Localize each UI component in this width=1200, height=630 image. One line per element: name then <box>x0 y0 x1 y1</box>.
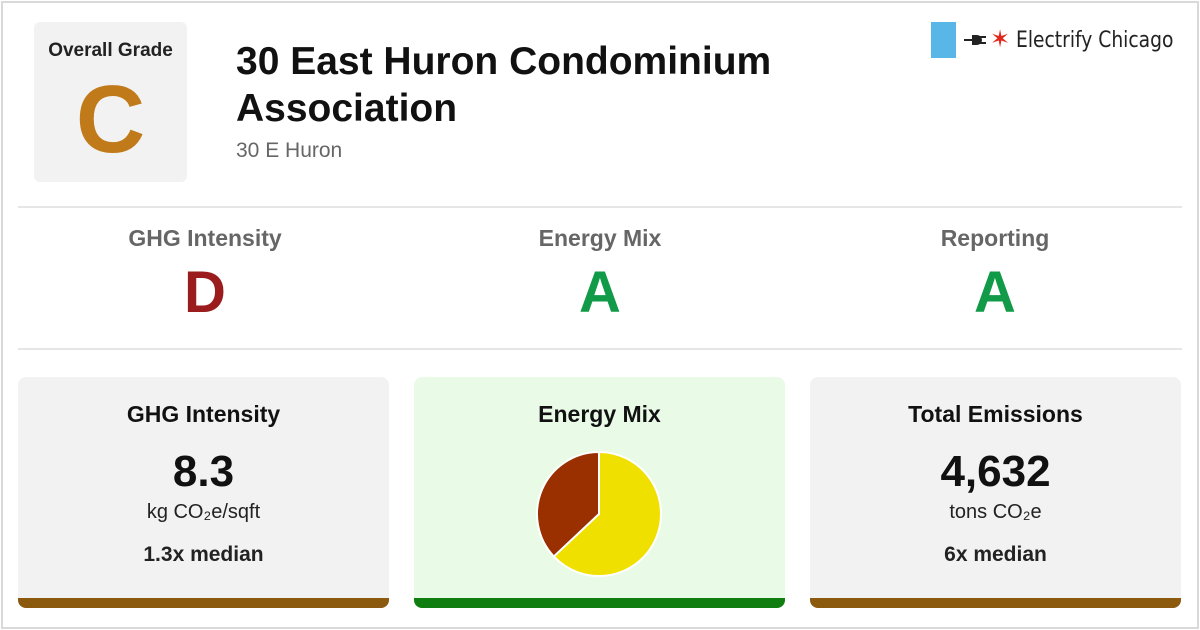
energy-mix-grade: Energy Mix A <box>415 225 785 326</box>
total-emissions-card: Total Emissions 4,632 tons CO₂e 6x media… <box>810 377 1181 608</box>
divider-top <box>18 206 1182 208</box>
card-median: 6x median <box>944 543 1047 566</box>
card-median: 1.3x median <box>143 543 264 566</box>
card-value: 4,632 <box>940 447 1051 496</box>
ghg-intensity-card: GHG Intensity 8.3 kg CO₂e/sqft 1.3x medi… <box>18 377 389 608</box>
divider-middle <box>18 348 1182 350</box>
card-value: 8.3 <box>172 447 235 496</box>
grade-label: Energy Mix <box>538 225 662 251</box>
card-title: Total Emissions <box>908 401 1083 427</box>
overall-grade-box: Overall Grade C <box>34 22 187 182</box>
card-unit: tons CO₂e <box>949 501 1042 523</box>
logo-text: Electrify Chicago <box>1016 27 1174 53</box>
electrify-chicago-logo[interactable]: ✶ Electrify Chicago <box>931 22 1200 58</box>
building-name: 30 East Huron Condominium Association <box>236 40 772 130</box>
logo-flag-bar <box>931 22 956 58</box>
card-accent-bar <box>18 598 389 608</box>
building-address: 30 E Huron <box>236 139 343 162</box>
card-title: GHG Intensity <box>126 401 281 427</box>
grade-letter: A <box>974 260 1016 325</box>
overall-grade-label: Overall Grade <box>48 40 173 61</box>
pie-slice-0 <box>552 450 662 577</box>
card-accent-bar <box>810 598 1181 608</box>
pie-slice-1 <box>536 450 600 558</box>
card-unit: kg CO₂e/sqft <box>146 501 261 523</box>
card-accent-bar <box>414 598 785 608</box>
plug-icon <box>964 35 986 45</box>
overall-grade-letter: C <box>75 66 146 173</box>
reporting-grade: Reporting A <box>810 225 1180 326</box>
grade-letter: D <box>184 260 226 325</box>
grade-label: GHG Intensity <box>128 225 282 251</box>
grade-label: Reporting <box>940 225 1050 251</box>
card-title: Energy Mix <box>538 401 661 427</box>
star-icon: ✶ <box>990 26 1011 53</box>
ghg-intensity-grade: GHG Intensity D <box>20 225 390 326</box>
grade-letter: A <box>579 260 621 325</box>
energy-mix-card: Energy Mix <box>414 377 785 608</box>
energy-mix-pie-chart <box>536 450 662 577</box>
